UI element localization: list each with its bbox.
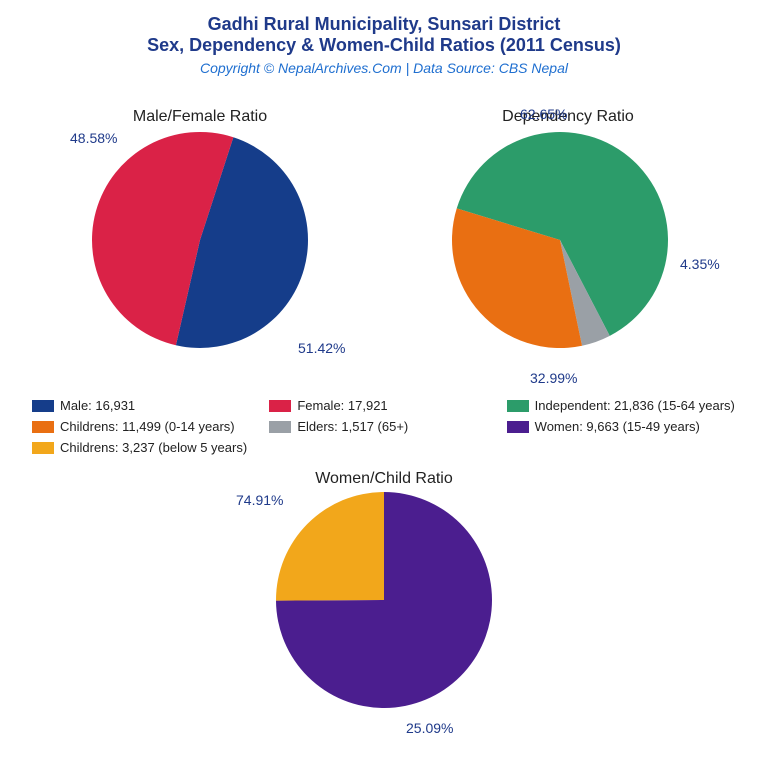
legend-item: Childrens: 3,237 (below 5 years): [32, 440, 261, 455]
subtitle: Copyright © NepalArchives.Com | Data Sou…: [0, 60, 768, 76]
title-line-1: Gadhi Rural Municipality, Sunsari Distri…: [0, 14, 768, 35]
title-line-2: Sex, Dependency & Women-Child Ratios (20…: [0, 35, 768, 56]
legend-text: Childrens: 3,237 (below 5 years): [60, 440, 247, 455]
percentage-label: 25.09%: [406, 720, 453, 736]
legend-swatch: [507, 400, 529, 412]
legend-item: Childrens: 11,499 (0-14 years): [32, 419, 261, 434]
dependency-ratio-chart: Dependency Ratio: [368, 108, 768, 126]
percentage-label: 4.35%: [680, 256, 720, 272]
legend: Male: 16,931 Female: 17,921 Independent: 2…: [32, 398, 736, 455]
pie-slice: [452, 208, 582, 348]
legend-swatch: [32, 421, 54, 433]
legend-item: Independent: 21,836 (15-64 years): [507, 398, 736, 413]
legend-text: Elders: 1,517 (65+): [297, 419, 408, 434]
percentage-label: 32.99%: [530, 370, 577, 386]
pie-slice: [276, 492, 384, 601]
title-block: Gadhi Rural Municipality, Sunsari Distri…: [0, 0, 768, 76]
legend-item: Male: 16,931: [32, 398, 261, 413]
legend-item: Women: 9,663 (15-49 years): [507, 419, 736, 434]
legend-text: Male: 16,931: [60, 398, 135, 413]
women-child-ratio-title: Women/Child Ratio: [184, 470, 584, 488]
dependency-ratio-title: Dependency Ratio: [368, 108, 768, 126]
sex-ratio-title: Male/Female Ratio: [0, 108, 400, 126]
legend-text: Independent: 21,836 (15-64 years): [535, 398, 735, 413]
legend-swatch: [507, 421, 529, 433]
pie-slice: [457, 132, 668, 336]
percentage-label: 48.58%: [70, 130, 117, 146]
legend-swatch: [269, 400, 291, 412]
percentage-label: 51.42%: [298, 340, 345, 356]
legend-item: Elders: 1,517 (65+): [269, 419, 498, 434]
legend-text: Female: 17,921: [297, 398, 387, 413]
percentage-label: 62.65%: [520, 106, 567, 122]
legend-swatch: [269, 421, 291, 433]
legend-swatch: [32, 400, 54, 412]
pie-slice: [176, 137, 308, 348]
legend-text: Women: 9,663 (15-49 years): [535, 419, 700, 434]
sex-ratio-chart: Male/Female Ratio: [0, 108, 400, 126]
legend-item: Female: 17,921: [269, 398, 498, 413]
legend-swatch: [32, 442, 54, 454]
percentage-label: 74.91%: [236, 492, 283, 508]
women-child-ratio-chart: Women/Child Ratio: [184, 470, 584, 488]
legend-text: Childrens: 11,499 (0-14 years): [60, 419, 235, 434]
pie-slice: [276, 492, 492, 708]
pie-slice: [92, 132, 233, 345]
pie-slice: [560, 240, 610, 346]
